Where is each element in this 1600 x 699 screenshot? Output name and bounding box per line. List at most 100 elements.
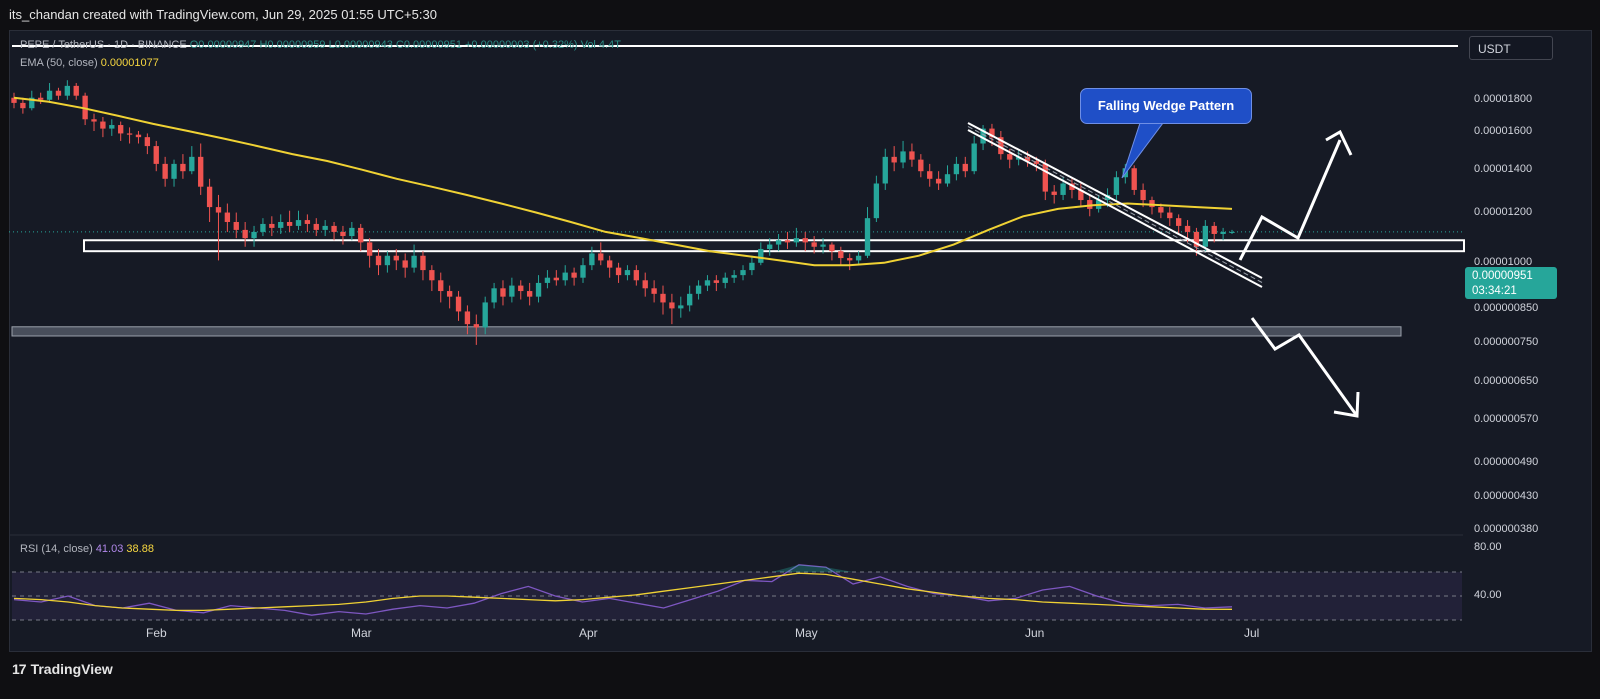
candle-body[interactable]	[278, 221, 284, 228]
candle-body[interactable]	[767, 244, 773, 249]
candle-body[interactable]	[500, 288, 506, 297]
candle-body[interactable]	[322, 225, 328, 230]
ema-label[interactable]: EMA (50, close)	[20, 57, 98, 69]
candle-body[interactable]	[793, 238, 800, 243]
candle-body[interactable]	[91, 119, 97, 122]
candle-body[interactable]	[393, 255, 399, 261]
candle-body[interactable]	[438, 280, 444, 292]
candle-body[interactable]	[900, 151, 906, 163]
candle-body[interactable]	[358, 227, 364, 243]
candle-body[interactable]	[606, 260, 613, 268]
candle-body[interactable]	[1184, 225, 1191, 232]
candle-body[interactable]	[402, 260, 408, 268]
wedge-upper-line[interactable]	[967, 122, 1263, 279]
candle-body[interactable]	[615, 267, 622, 276]
candle-body[interactable]	[189, 156, 195, 172]
ema-line[interactable]	[13, 96, 1233, 267]
candle-body[interactable]	[1042, 163, 1048, 192]
bullish-arrow[interactable]	[1238, 139, 1342, 261]
candle-body[interactable]	[944, 174, 951, 184]
candle-body[interactable]	[687, 293, 693, 306]
chart-frame[interactable]	[9, 30, 1592, 652]
candle-body[interactable]	[660, 293, 666, 303]
candle-body[interactable]	[998, 137, 1004, 155]
candle-body[interactable]	[518, 285, 524, 292]
candle-body[interactable]	[580, 265, 586, 278]
candle-body[interactable]	[1113, 177, 1120, 195]
candle-body[interactable]	[624, 270, 631, 276]
currency-button[interactable]: USDT	[1469, 36, 1553, 60]
candle-body[interactable]	[553, 277, 559, 281]
candle-body[interactable]	[482, 302, 488, 328]
wedge-lower-line[interactable]	[967, 129, 1263, 288]
candle-body[interactable]	[491, 288, 497, 303]
candle-body[interactable]	[411, 255, 417, 268]
candle-body[interactable]	[820, 244, 826, 247]
candle-body[interactable]	[1220, 231, 1226, 234]
candle-body[interactable]	[269, 223, 275, 228]
candle-body[interactable]	[1140, 189, 1146, 201]
candle-body[interactable]	[1167, 212, 1173, 219]
candle-body[interactable]	[1051, 191, 1057, 195]
candle-body[interactable]	[953, 163, 960, 175]
pattern-callout[interactable]: Falling Wedge Pattern	[1080, 88, 1252, 124]
candle-body[interactable]	[46, 90, 53, 100]
candle-body[interactable]	[82, 95, 88, 120]
candle-body[interactable]	[29, 97, 35, 109]
candle-body[interactable]	[731, 275, 737, 278]
candle-body[interactable]	[233, 221, 239, 230]
candle-body[interactable]	[100, 121, 106, 129]
candle-body[interactable]	[847, 258, 853, 261]
candle-body[interactable]	[927, 171, 933, 179]
candle-body[interactable]	[1211, 225, 1217, 234]
tradingview-logo[interactable]: 17 TradingView	[12, 661, 113, 677]
candle-body[interactable]	[571, 272, 577, 278]
candle-body[interactable]	[1149, 200, 1155, 208]
candle-body[interactable]	[162, 163, 168, 179]
candle-body[interactable]	[1229, 231, 1235, 233]
candle-body[interactable]	[118, 125, 124, 134]
candle-body[interactable]	[135, 134, 142, 138]
candle-body[interactable]	[562, 272, 568, 281]
candle-body[interactable]	[775, 240, 782, 245]
symbol-name[interactable]: PEPE / TetherUS · 1D · BINANCE	[20, 39, 187, 51]
candle-body[interactable]	[144, 137, 151, 147]
candle-body[interactable]	[962, 163, 968, 172]
candle-body[interactable]	[366, 242, 373, 256]
candle-body[interactable]	[242, 229, 248, 239]
bearish-arrow[interactable]	[1250, 317, 1359, 417]
candle-body[interactable]	[1069, 183, 1075, 190]
candle-body[interactable]	[509, 285, 515, 297]
candle-body[interactable]	[1015, 156, 1022, 160]
candle-body[interactable]	[971, 143, 977, 172]
candle-body[interactable]	[295, 220, 302, 226]
candle-body[interactable]	[73, 85, 79, 96]
candle-body[interactable]	[171, 163, 177, 179]
candle-body[interactable]	[455, 296, 462, 312]
candle-body[interactable]	[891, 156, 897, 163]
candle-body[interactable]	[1060, 183, 1066, 195]
candle-body[interactable]	[980, 128, 986, 144]
candle-body[interactable]	[909, 151, 915, 160]
candle-body[interactable]	[589, 253, 595, 266]
candle-body[interactable]	[526, 291, 533, 297]
candle-body[interactable]	[669, 302, 675, 309]
support-zone[interactable]	[83, 239, 1465, 253]
rsi-ma-line[interactable]	[13, 572, 1233, 612]
candle-body[interactable]	[206, 186, 213, 208]
candle-body[interactable]	[215, 207, 222, 213]
candle-body[interactable]	[535, 282, 542, 297]
candle-body[interactable]	[802, 238, 808, 243]
candle-body[interactable]	[544, 277, 551, 283]
candle-body[interactable]	[811, 242, 817, 247]
candle-body[interactable]	[180, 163, 186, 172]
lower-support-zone[interactable]	[11, 326, 1402, 337]
candle-body[interactable]	[1202, 225, 1208, 247]
candle-body[interactable]	[11, 97, 17, 103]
candle-body[interactable]	[224, 212, 231, 222]
candle-body[interactable]	[375, 255, 382, 266]
candle-body[interactable]	[55, 90, 62, 96]
candle-body[interactable]	[989, 128, 995, 138]
candle-body[interactable]	[695, 285, 702, 294]
